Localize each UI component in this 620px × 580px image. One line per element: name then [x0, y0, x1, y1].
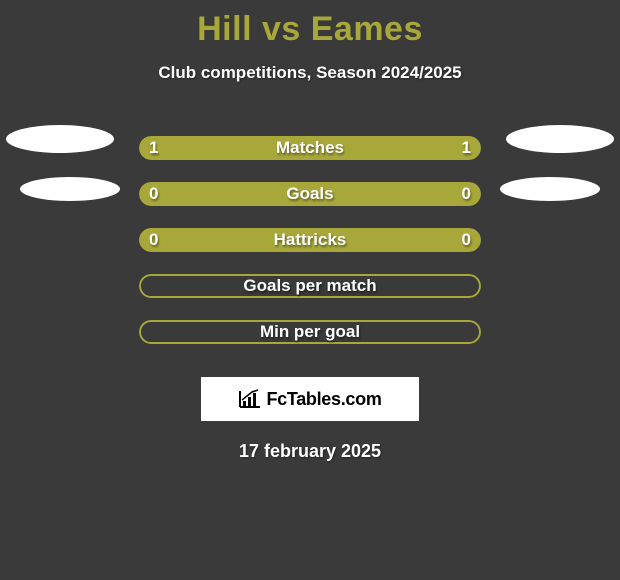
stat-label: Min per goal: [260, 322, 360, 342]
stat-row-goals-per-match: Goals per match: [0, 263, 620, 309]
stat-value-left: 0: [149, 230, 158, 250]
stat-row-goals: 0 Goals 0: [0, 171, 620, 217]
stat-bar: 0 Goals 0: [139, 182, 481, 206]
stat-label: Goals per match: [243, 276, 376, 296]
stat-label: Hattricks: [274, 230, 347, 250]
logo: FcTables.com: [238, 389, 381, 410]
stat-label: Goals: [286, 184, 333, 204]
page-title: Hill vs Eames: [0, 0, 620, 49]
stat-value-right: 0: [462, 184, 471, 204]
logo-text: FcTables.com: [266, 389, 381, 410]
stat-bar: Min per goal: [139, 320, 481, 344]
stat-row-matches: 1 Matches 1: [0, 125, 620, 171]
subtitle-text: Club competitions, Season 2024/2025: [0, 63, 620, 83]
stat-value-right: 1: [462, 138, 471, 158]
stat-bar: 1 Matches 1: [139, 136, 481, 160]
stat-row-hattricks: 0 Hattricks 0: [0, 217, 620, 263]
bar-chart-icon: [238, 389, 262, 409]
stat-value-right: 0: [462, 230, 471, 250]
stat-bar: 0 Hattricks 0: [139, 228, 481, 252]
stat-bar: Goals per match: [139, 274, 481, 298]
stat-row-min-per-goal: Min per goal: [0, 309, 620, 355]
footer-date: 17 february 2025: [0, 441, 620, 462]
stat-label: Matches: [276, 138, 344, 158]
logo-box: FcTables.com: [201, 377, 419, 421]
stat-value-left: 0: [149, 184, 158, 204]
stat-value-left: 1: [149, 138, 158, 158]
stats-area: 1 Matches 1 0 Goals 0 0 Hattricks 0: [0, 125, 620, 355]
